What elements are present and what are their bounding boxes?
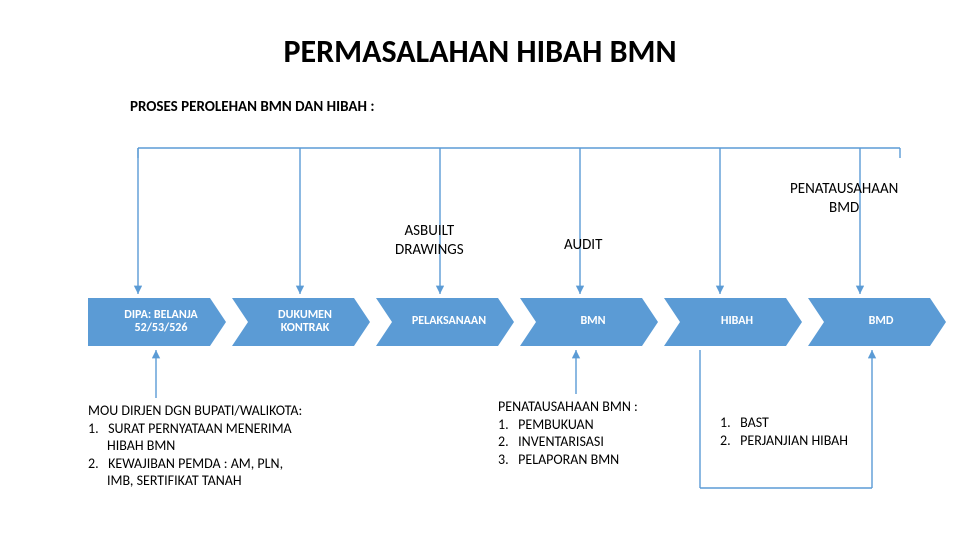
annotation-audit: AUDIT bbox=[564, 236, 602, 255]
chevron-dukumen: DUKUMENKONTRAK bbox=[232, 298, 370, 346]
chevron-dukumen-label: DUKUMENKONTRAK bbox=[264, 309, 338, 335]
chevron-bmn: BMN bbox=[520, 298, 658, 346]
annotation-asbuilt-drawings: ASBUILTDRAWINGS bbox=[395, 222, 464, 260]
chevron-pelaksanaan-label: PELAKSANAAN bbox=[398, 315, 492, 328]
chevron-dipa: DIPA: BELANJA52/53/526 bbox=[88, 298, 226, 346]
chevron-bmd-label: BMD bbox=[855, 315, 900, 328]
chevron-hibah: HIBAH bbox=[664, 298, 802, 346]
annotation-bast: 1. BAST2. PERJANJIAN HIBAH bbox=[720, 414, 848, 449]
chevron-hibah-label: HIBAH bbox=[707, 315, 759, 328]
annotation-mou: MOU DIRJEN DGN BUPATI/WALIKOTA:1. SURAT … bbox=[88, 402, 302, 490]
chevron-bmd: BMD bbox=[808, 298, 946, 346]
annotation-penatausahaan-bmd: PENATAUSAHAANBMD bbox=[790, 180, 898, 218]
chevron-bmn-label: BMN bbox=[566, 315, 611, 328]
chevron-pelaksanaan: PELAKSANAAN bbox=[376, 298, 514, 346]
annotation-penatausahaan-bmn: PENATAUSAHAAN BMN :1. PEMBUKUAN2. INVENT… bbox=[498, 398, 638, 468]
chevron-dipa-label: DIPA: BELANJA52/53/526 bbox=[110, 309, 203, 335]
